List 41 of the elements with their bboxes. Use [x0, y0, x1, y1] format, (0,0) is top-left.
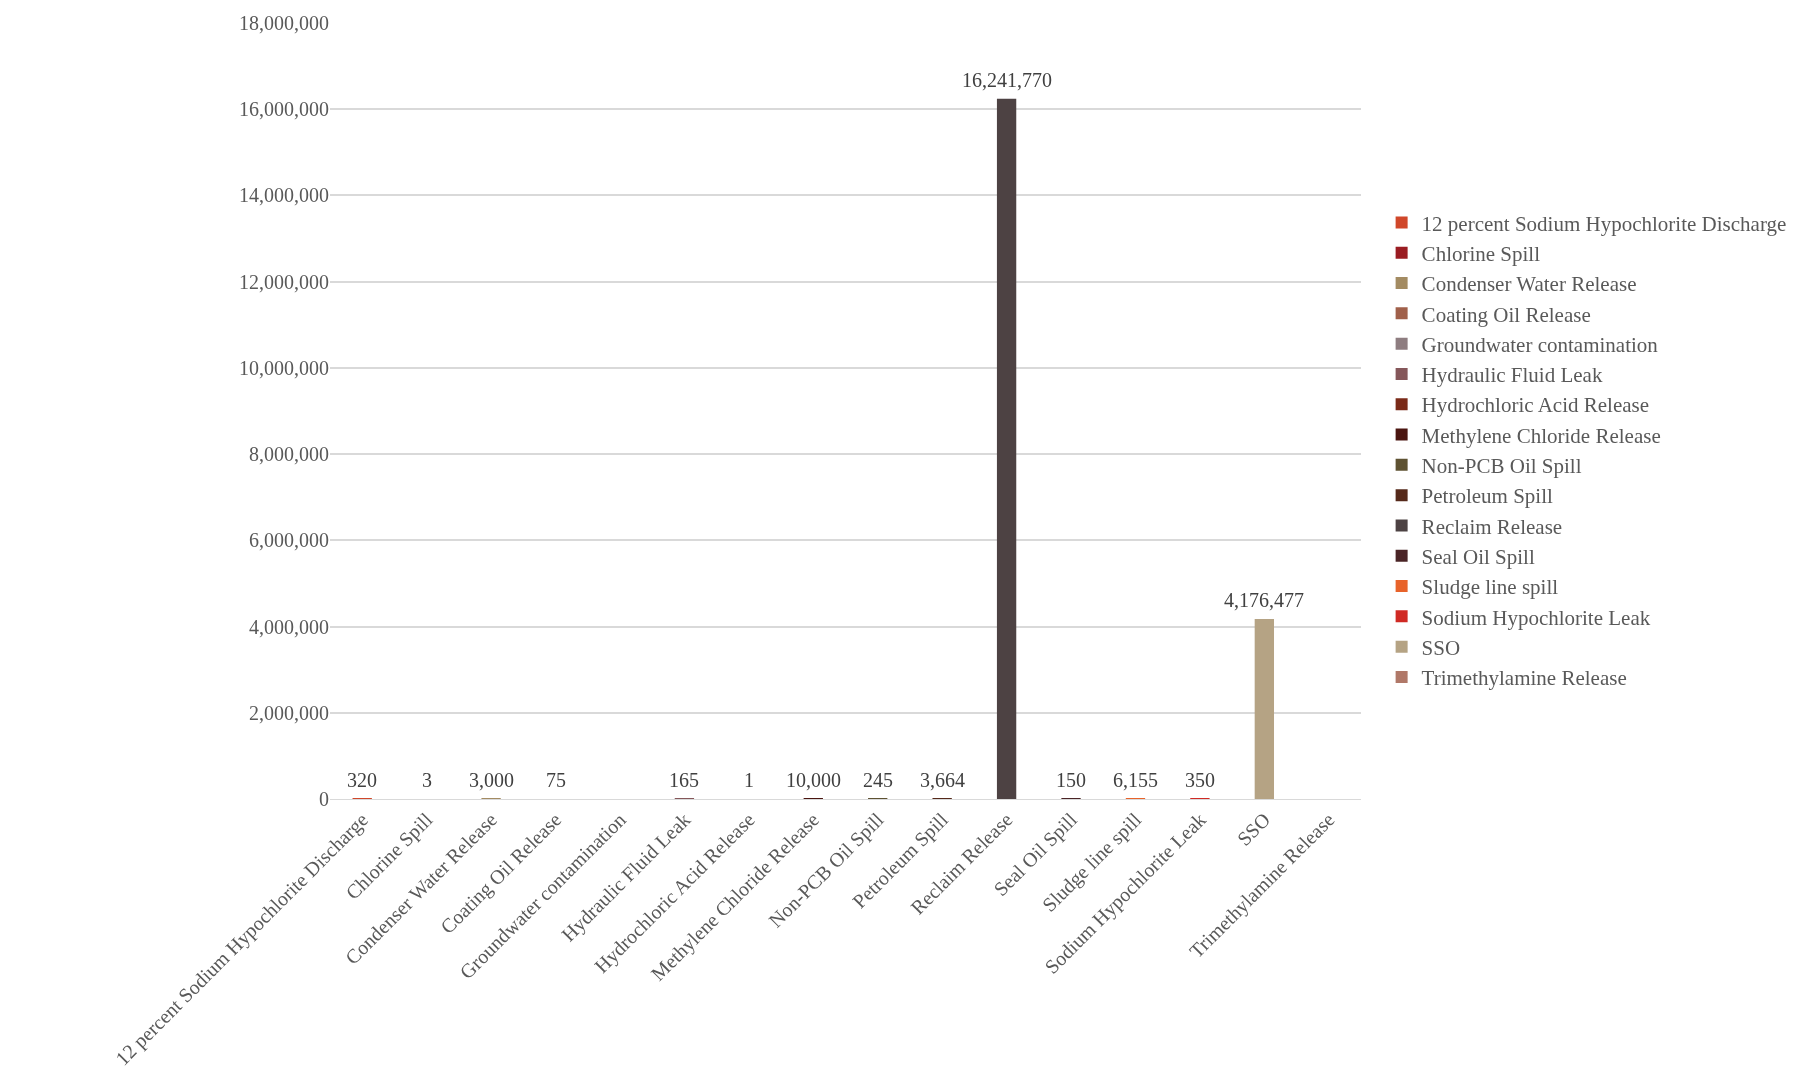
data-label: 4,176,477: [1224, 589, 1304, 611]
legend-label: 12 percent Sodium Hypochlorite Discharge: [1421, 211, 1787, 236]
y-tick-label: 10,000,000: [239, 356, 329, 379]
legend-label: Reclaim Release: [1421, 514, 1563, 539]
y-tick-label: 14,000,000: [239, 184, 329, 207]
legend-label: Non-PCB Oil Spill: [1421, 454, 1582, 479]
legend-label: Methylene Chloride Release: [1421, 423, 1661, 448]
y-tick-label: 6,000,000: [249, 529, 329, 552]
data-label: 75: [546, 769, 566, 791]
y-tick-label: 12,000,000: [239, 270, 329, 293]
legend-label: Groundwater contamination: [1421, 332, 1659, 357]
y-tick-label: 0: [319, 788, 329, 810]
legend-label: Hydraulic Fluid Leak: [1421, 363, 1603, 388]
legend-label: Chlorine Spill: [1421, 241, 1541, 266]
data-label: 3,664: [920, 769, 965, 791]
y-tick-label: 16,000,000: [239, 98, 329, 121]
legend-label: Sludge line spill: [1421, 575, 1559, 600]
legend-label: Hydrochloric Acid Release: [1421, 393, 1650, 418]
legend-label: Coating Oil Release: [1421, 302, 1591, 327]
legend-label: SSO: [1421, 635, 1461, 660]
data-label: 150: [1056, 769, 1086, 791]
legend-label: Petroleum Spill: [1421, 484, 1554, 509]
data-label: 3: [422, 769, 432, 791]
legend-label: Trimethylamine Release: [1421, 666, 1627, 691]
legend-label: Sodium Hypochlorite Leak: [1421, 605, 1651, 630]
data-label: 16,241,770: [962, 69, 1052, 91]
legend-label: Seal Oil Spill: [1421, 544, 1535, 569]
data-label: 320: [347, 769, 377, 791]
legend-label: Condenser Water Release: [1421, 272, 1637, 297]
data-label: 1: [744, 769, 754, 791]
y-tick-label: 18,000,000: [239, 12, 329, 34]
x-tick-label: SSO: [1232, 808, 1275, 850]
data-label: 3,000: [469, 769, 514, 791]
data-label: 165: [669, 769, 699, 791]
data-label: 10,000: [786, 769, 841, 791]
y-tick-label: 8,000,000: [249, 443, 329, 466]
data-label: 6,155: [1113, 769, 1158, 791]
data-label: 350: [1185, 769, 1215, 791]
y-tick-label: 4,000,000: [249, 615, 329, 638]
y-tick-label: 2,000,000: [249, 701, 329, 724]
data-label: 245: [863, 769, 893, 791]
